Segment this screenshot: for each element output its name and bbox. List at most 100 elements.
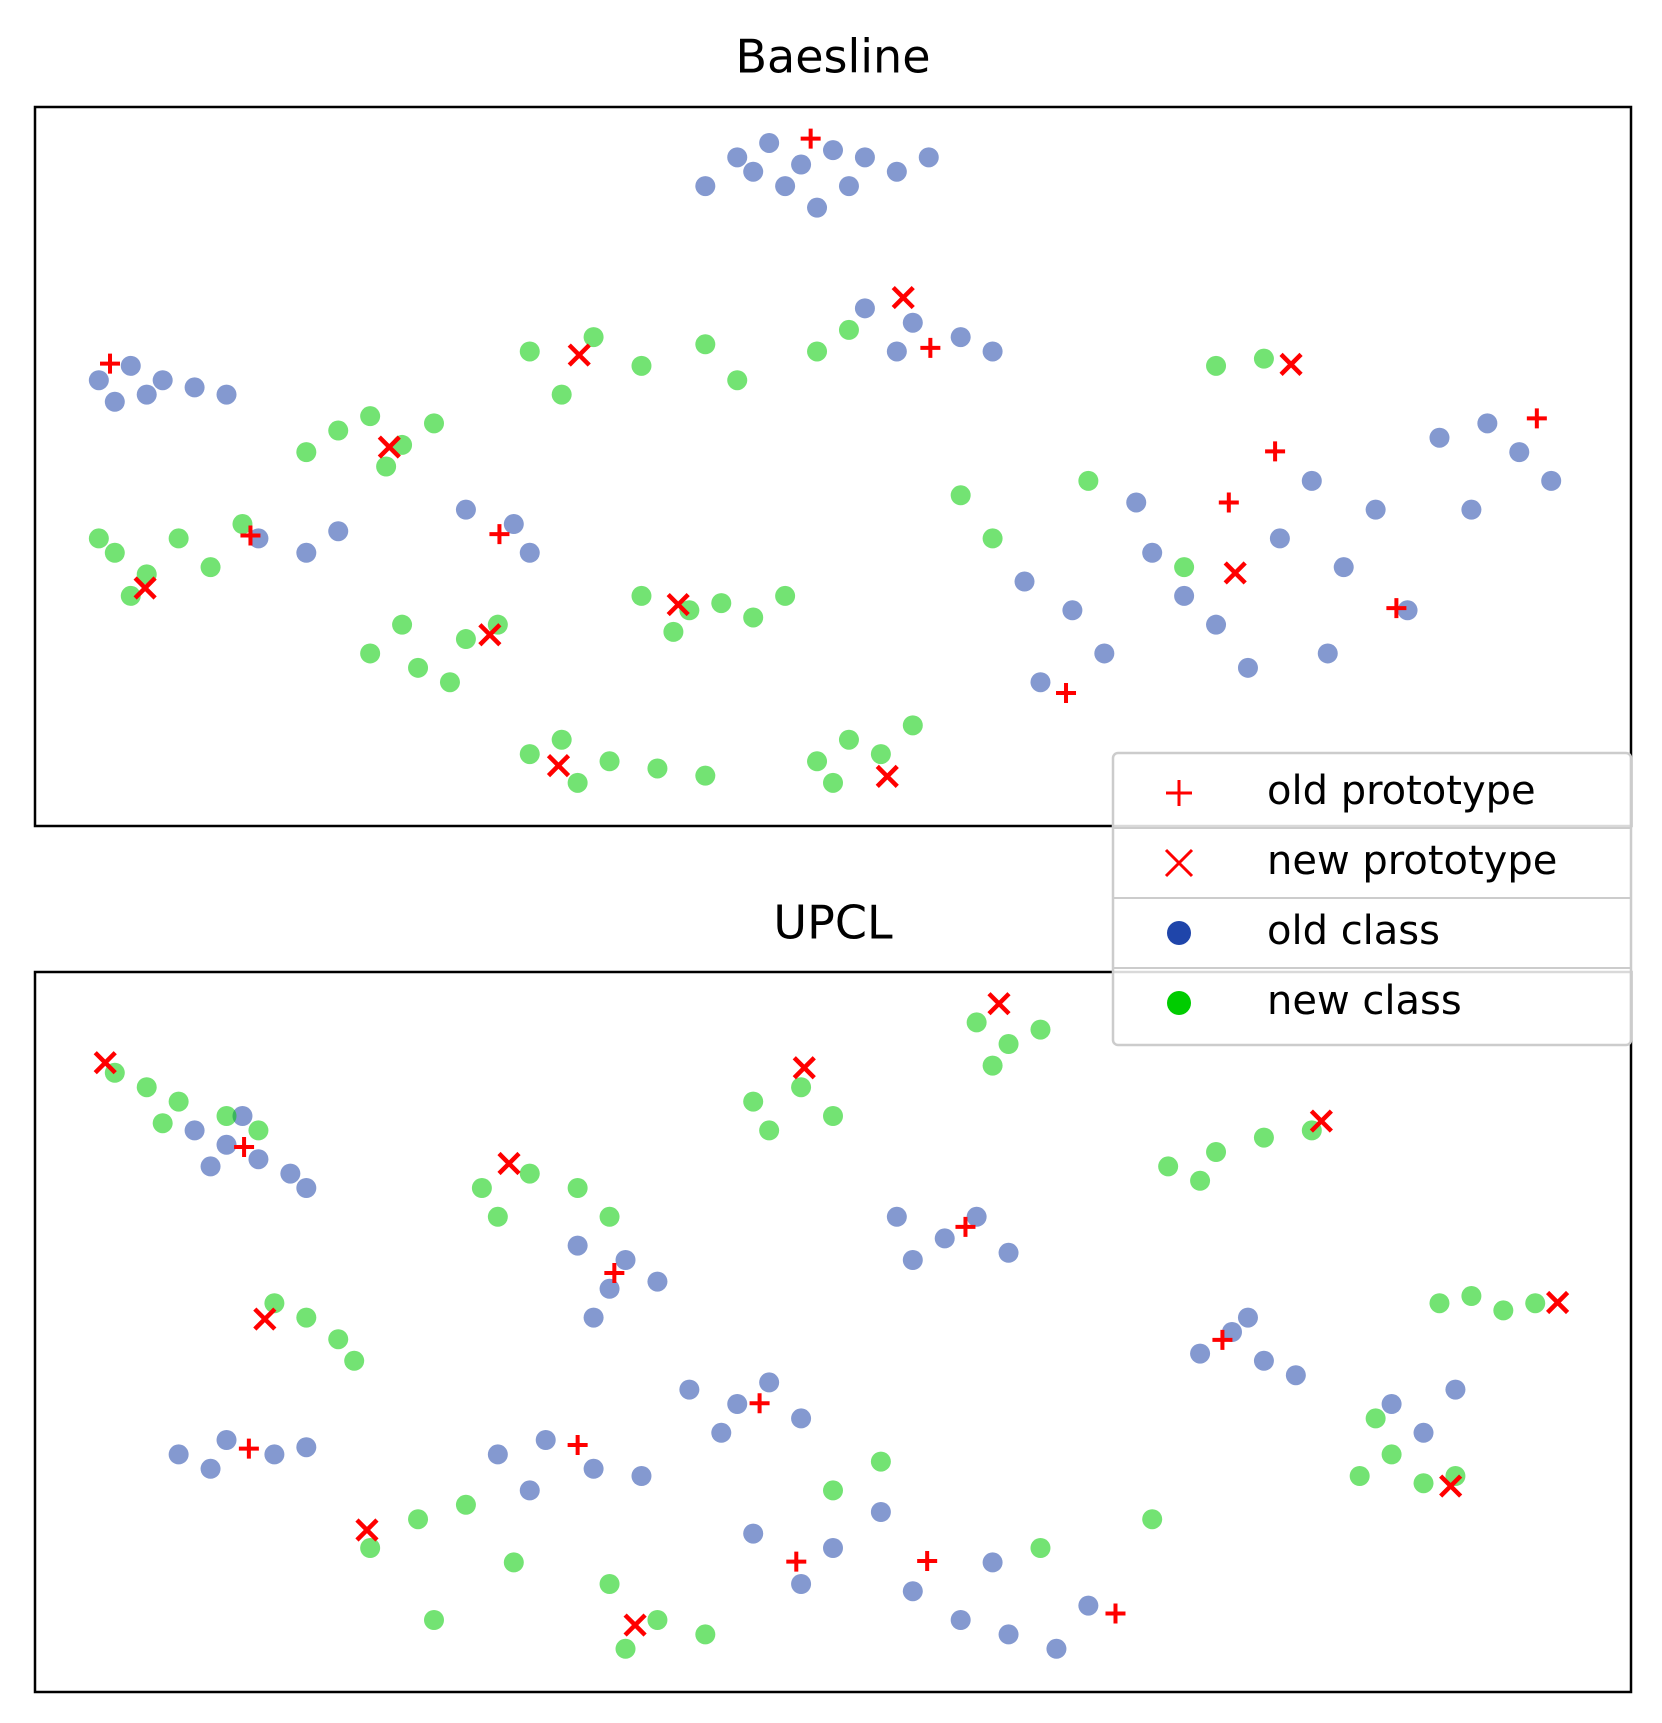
prototype-marker	[987, 992, 1011, 1016]
class-point	[200, 1458, 221, 1479]
prototype-marker	[1386, 598, 1407, 619]
prototype-marker	[1212, 1329, 1233, 1350]
class-point	[519, 1480, 540, 1501]
class-point	[966, 1012, 987, 1033]
class-point	[1413, 1473, 1434, 1494]
class-point	[487, 1444, 508, 1465]
class-point	[1493, 1300, 1514, 1321]
class-point	[280, 1163, 301, 1184]
class-point	[120, 585, 141, 606]
panel-title: UPCL	[773, 896, 893, 950]
class-point	[791, 1077, 812, 1098]
class-point	[759, 132, 780, 153]
prototype-marker	[1309, 1109, 1333, 1133]
prototype-marker	[100, 353, 121, 374]
class-point	[519, 341, 540, 362]
prototype-marker	[253, 1307, 277, 1331]
prototype-marker	[891, 285, 915, 310]
class-point	[870, 1451, 891, 1472]
class-point	[1174, 585, 1195, 606]
class-point	[1397, 600, 1418, 621]
class-point	[88, 370, 109, 391]
class-point	[631, 355, 652, 376]
class-point	[408, 1509, 429, 1530]
class-point	[743, 161, 764, 182]
class-point	[376, 456, 397, 477]
class-point	[216, 1134, 237, 1155]
class-point	[647, 1610, 668, 1630]
class-point	[296, 1307, 317, 1328]
class-point	[1030, 672, 1051, 693]
prototype-marker	[133, 576, 157, 600]
legend: old prototype new prototype old class new c…	[1111, 751, 1633, 1047]
class-point	[1237, 657, 1258, 678]
prototype-marker	[955, 1216, 976, 1237]
class-point	[248, 1120, 269, 1141]
class-point	[902, 1581, 923, 1602]
class-point	[615, 1250, 636, 1270]
prototype-marker	[604, 1262, 625, 1283]
class-point	[455, 499, 476, 520]
prototype-marker	[238, 1438, 259, 1459]
class-point	[168, 1091, 189, 1112]
class-point	[88, 528, 109, 549]
class-point	[966, 1206, 987, 1227]
prototype-marker	[1056, 682, 1077, 703]
legend-label: new class	[1267, 978, 1462, 1024]
class-point	[886, 1206, 907, 1227]
class-point	[775, 176, 796, 197]
class-point	[1269, 528, 1290, 549]
class-point	[184, 1120, 205, 1141]
class-point	[902, 1250, 923, 1270]
class-point	[838, 319, 859, 340]
class-point	[248, 528, 269, 549]
class-point	[200, 557, 221, 578]
prototype-marker	[1105, 1603, 1126, 1624]
class-point	[647, 1271, 668, 1292]
class-point	[823, 140, 843, 161]
class-point	[567, 1235, 588, 1256]
class-point	[1541, 470, 1562, 491]
class-point	[982, 1552, 1003, 1573]
legend-marker	[1167, 921, 1191, 945]
class-point	[1445, 1466, 1466, 1486]
class-point	[599, 1574, 620, 1594]
class-point	[200, 1156, 221, 1177]
class-point	[1525, 1293, 1546, 1314]
class-point	[886, 161, 907, 182]
class-point	[583, 327, 604, 348]
prototype-marker	[489, 524, 510, 545]
class-point	[152, 1113, 173, 1134]
class-point	[791, 1574, 812, 1594]
class-point	[248, 1149, 269, 1170]
class-point	[232, 1106, 253, 1126]
class-point	[1062, 600, 1083, 621]
prototype-marker	[786, 1551, 807, 1572]
prototype-marker	[377, 435, 401, 459]
prototype-marker	[875, 764, 899, 788]
class-point	[1142, 542, 1163, 563]
class-point	[807, 751, 828, 772]
prototype-marker	[1265, 441, 1286, 462]
class-point	[950, 485, 971, 506]
class-point	[1174, 557, 1195, 578]
class-point	[647, 758, 668, 779]
class-point	[503, 514, 524, 535]
class-point	[1222, 1322, 1242, 1342]
class-point	[104, 391, 125, 412]
class-point	[583, 1458, 604, 1479]
plot-frame	[33, 970, 1633, 1694]
class-point	[791, 154, 812, 175]
prototype-marker	[800, 128, 821, 149]
class-point	[870, 744, 891, 765]
class-point	[424, 1610, 444, 1630]
class-point	[615, 1638, 636, 1659]
class-point	[120, 355, 141, 376]
prototype-marker	[478, 623, 502, 647]
class-point	[743, 1091, 764, 1112]
class-point	[264, 1444, 285, 1465]
prototype-marker	[234, 1136, 255, 1157]
plot-frame	[33, 105, 1633, 828]
class-point	[727, 370, 748, 391]
prototype-marker	[497, 1151, 521, 1176]
